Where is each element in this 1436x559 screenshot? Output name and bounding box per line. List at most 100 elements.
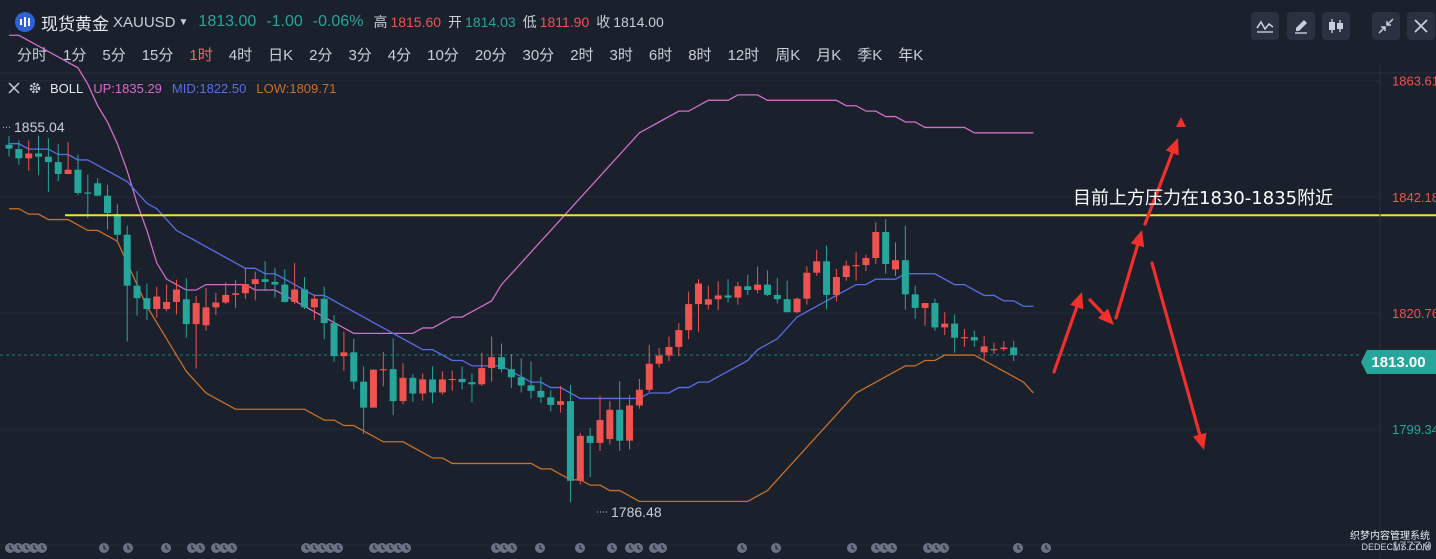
interval-1[interactable]: 1分 (63, 47, 87, 64)
candle-body (340, 352, 348, 357)
time-axis-clock-hand (381, 545, 385, 551)
candle-body (458, 378, 466, 383)
candle-body (379, 369, 387, 371)
time-axis-clock-hand (215, 545, 219, 551)
candle-body (54, 162, 62, 175)
candle-body (350, 352, 358, 382)
boll-up-value: UP:1835.29 (93, 80, 162, 96)
interval-18[interactable]: 周K (775, 47, 801, 64)
interval-5[interactable]: 4时 (228, 47, 253, 64)
chart-header: 现货黄金 XAUUSD ▼ 1813.00 -1.00 -0.06% 高 181… (0, 0, 1436, 44)
candle-body (754, 284, 762, 291)
time-axis-clock-hand (165, 545, 169, 551)
candle-body (842, 265, 850, 278)
candle-body (123, 234, 131, 286)
candle-style-button[interactable] (1322, 12, 1350, 40)
time-axis-clock-hand (891, 545, 895, 551)
draw-tool-button[interactable] (1287, 12, 1315, 40)
symbol-code[interactable]: XAUUSD (113, 13, 176, 31)
symbol-caret-icon[interactable]: ▼ (178, 16, 189, 28)
time-axis-clock-hand (653, 545, 657, 551)
interval-15[interactable]: 6时 (648, 47, 673, 64)
interval-0[interactable]: 分时 (17, 47, 48, 64)
interval-11[interactable]: 20分 (474, 47, 507, 64)
symbol-name[interactable]: 现货黄金 (41, 14, 109, 34)
interval-14[interactable]: 3时 (609, 47, 633, 64)
candle-body (773, 294, 781, 300)
watermark: 织梦内容管理系统 DEDECMS.COM (1318, 531, 1430, 553)
interval-3[interactable]: 15分 (141, 47, 174, 64)
time-axis-clock-icon (333, 543, 343, 553)
candle-body (310, 298, 318, 308)
time-axis-clock-hand (313, 545, 317, 551)
candle-body (438, 379, 446, 393)
interval-17[interactable]: 12时 (727, 47, 760, 64)
time-axis-clock-hand (373, 545, 377, 551)
close-chart-button[interactable] (1407, 12, 1435, 40)
candle-body (133, 285, 141, 299)
candle-body (113, 214, 121, 235)
interval-bar: 分时 1分 5分 15分 1时 4时 日K 2分 3分 4分 10分 20分 30分 2时 3时 6时 8时 12… (8, 44, 930, 66)
chart-logo-icon (15, 12, 35, 32)
candle-body (882, 232, 890, 264)
indicator-settings-gear-icon[interactable] (28, 81, 42, 95)
candle-body (596, 420, 604, 443)
candle-body (419, 379, 427, 394)
time-axis-clock-hand (943, 545, 947, 551)
candle-body (507, 369, 515, 378)
time-axis-clock-icon (737, 543, 747, 553)
time-axis-clock-icon (195, 543, 205, 553)
time-axis-clock-hand (305, 545, 309, 551)
interval-19[interactable]: 月K (816, 47, 842, 64)
time-axis-clock-icon (187, 543, 197, 553)
time-axis-clock-icon (507, 543, 517, 553)
time-axis-clock-hand (191, 545, 195, 551)
candle-body (763, 284, 771, 295)
interval-10[interactable]: 10分 (427, 47, 459, 64)
interval-8[interactable]: 3分 (348, 47, 372, 64)
interval-12[interactable]: 30分 (522, 47, 555, 64)
candle-body (892, 260, 899, 270)
time-axis-clock-hand (25, 545, 29, 551)
time-axis-clock-icon (939, 543, 949, 553)
line-chart-button[interactable] (1251, 12, 1279, 40)
collapse-button[interactable] (1372, 12, 1400, 40)
candle-body (143, 298, 151, 309)
remove-indicator-icon[interactable] (8, 82, 20, 94)
time-axis-clock-hand (661, 545, 665, 551)
interval-7[interactable]: 2分 (309, 47, 333, 64)
candle-body (606, 409, 614, 440)
candle-body (35, 153, 43, 157)
interval-13[interactable]: 2时 (570, 47, 594, 64)
high-label: 高 (373, 14, 388, 30)
candle-body (498, 357, 505, 370)
interval-6[interactable]: 日K (268, 47, 294, 64)
candle-body (635, 389, 643, 406)
interval-20[interactable]: 季K (857, 47, 883, 64)
interval-16[interactable]: 8时 (688, 47, 712, 64)
candle-body (586, 435, 594, 443)
price-axis-label: 1842.18 (1392, 190, 1436, 205)
time-axis-clock-icon (575, 543, 585, 553)
time-axis-clock-icon (931, 543, 941, 553)
interval-2[interactable]: 5分 (102, 47, 126, 64)
candle-body (695, 283, 702, 305)
forecast-arrow-4-head (1165, 138, 1179, 156)
interval-9[interactable]: 4分 (387, 47, 412, 64)
candle-body (537, 390, 545, 398)
interval-4[interactable]: 1时 (189, 47, 213, 64)
price-axis-label: 1863.61 (1392, 74, 1436, 89)
time-axis-clock-icon (227, 543, 237, 553)
candle-body (84, 192, 92, 194)
interval-21[interactable]: 年K (898, 47, 924, 64)
time-axis-clock-icon (879, 543, 889, 553)
candle-body (182, 299, 190, 325)
candle-body (566, 401, 574, 481)
candle-body (557, 401, 565, 405)
candle-body (172, 289, 180, 302)
time-axis-clock-hand (935, 545, 939, 551)
watermark-line1: 织梦内容管理系统 (1350, 531, 1430, 542)
time-axis-clock-hand (511, 545, 515, 551)
boll-up-line (9, 34, 1034, 335)
